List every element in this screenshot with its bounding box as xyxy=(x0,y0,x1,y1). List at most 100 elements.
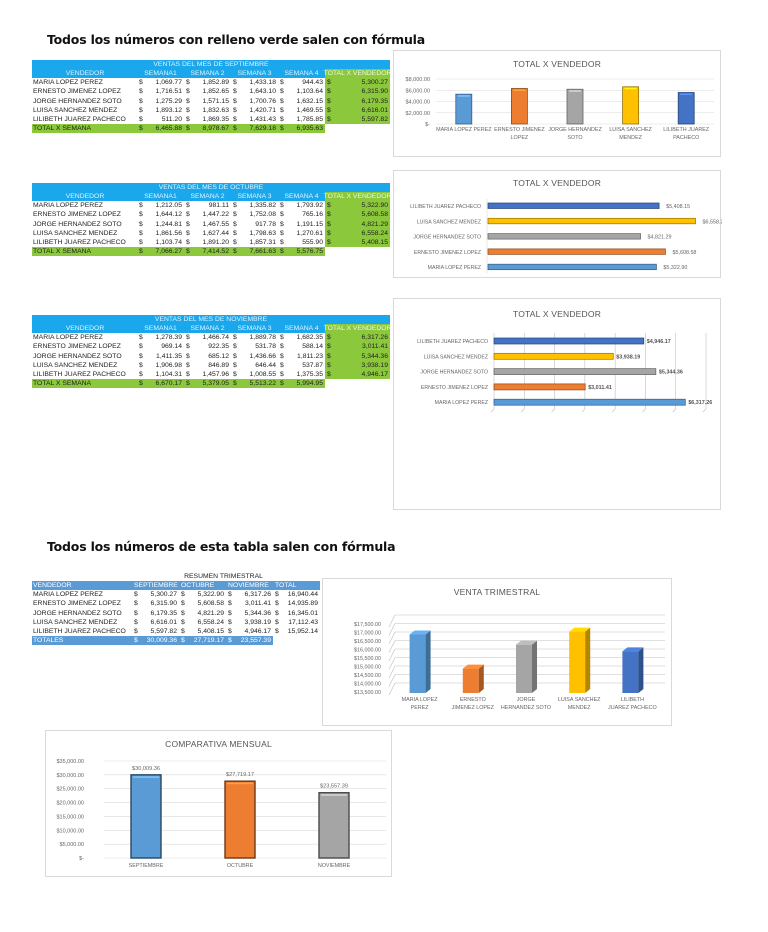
chart-plot: $8,000.00 $6,000.00 $4,000.00 $2,000.00 $- MA… xyxy=(406,77,714,141)
amount: 6,315.90 xyxy=(150,600,177,608)
week-value: $1,375.35 xyxy=(278,370,325,379)
column-header: VENDEDOR xyxy=(65,325,105,332)
vendor-name: LUISA SANCHEZ MENDEZ xyxy=(33,229,118,237)
amount: 1,632.15 xyxy=(296,97,323,105)
currency-symbol: $ xyxy=(134,600,138,608)
currency-symbol: $ xyxy=(280,229,284,237)
summary-table-body: VENDEDOR SEPTIEMBRE OCTUBRE NOVIEMBRE TOTAL M… xyxy=(32,581,320,646)
currency-symbol: $ xyxy=(233,211,237,219)
total-label: TOTAL X SEMANA xyxy=(33,125,92,133)
chart-monthly-compare[interactable]: COMPARATIVA MENSUAL $35,000.00 $30,000.00… xyxy=(45,730,392,877)
column-header: SEMANA 3 xyxy=(237,325,272,332)
currency-symbol: $ xyxy=(186,361,190,369)
svg-text:$30,000.00: $30,000.00 xyxy=(56,773,84,779)
table-row: MARIA LOPEZ PEREZ $1,278.39 $1,466.74 $1,88… xyxy=(32,333,390,343)
month-value: $5,408.15 xyxy=(179,627,226,636)
amount: 1,869.35 xyxy=(202,115,229,123)
month-value: $4,946.17 xyxy=(226,627,273,636)
chart-plot: $35,000.00 $30,000.00 $25,000.00 $20,000.00… xyxy=(56,759,386,869)
column-header: TOTAL xyxy=(275,582,297,589)
svg-text:$6,000.00: $6,000.00 xyxy=(406,88,430,94)
chart-october-vendor[interactable]: TOTAL X VENDEDOR LILIBETH JUAREZ PACHECO… xyxy=(393,170,722,278)
chart-title: COMPARATIVA MENSUAL xyxy=(165,739,272,749)
currency-symbol: $ xyxy=(233,79,237,87)
currency-symbol: $ xyxy=(139,380,143,388)
amount: 1,906.98 xyxy=(155,361,182,369)
vendor-name: MARIA LOPEZ PEREZ xyxy=(33,591,103,599)
currency-symbol: $ xyxy=(233,202,237,210)
chart-quarterly[interactable]: VENTA TRIMESTRAL $17,500.00 $17,000.00 $16… xyxy=(322,578,672,726)
amount: 1,811.23 xyxy=(297,352,323,360)
amount: 1,627.44 xyxy=(202,229,229,237)
currency-symbol: $ xyxy=(327,97,331,105)
currency-symbol: $ xyxy=(327,202,331,210)
week-value: $1,632.15 xyxy=(278,97,325,106)
currency-symbol: $ xyxy=(186,115,190,123)
column-header: SEMANA 2 xyxy=(190,325,225,332)
currency-symbol: $ xyxy=(275,609,279,617)
week-total: $5,379.05 xyxy=(184,379,231,388)
week-value: $1,069.77 xyxy=(137,78,184,87)
chart-november-vendor[interactable]: TOTAL X VENDEDOR LILIBETH JUAREZ PACHECO… xyxy=(393,298,721,510)
svg-text:JORGE HERNANDEZ SOTO: JORGE HERNANDEZ SOTO xyxy=(413,235,481,241)
currency-symbol: $ xyxy=(139,211,143,219)
currency-symbol: $ xyxy=(280,238,284,246)
table-row: LILIBETH JUAREZ PACHECO $511.20 $1,869.35 $… xyxy=(32,114,390,125)
vendor-total: $6,315.90 xyxy=(325,87,390,97)
amount: 1,275.29 xyxy=(155,97,182,105)
amount: 1,467.55 xyxy=(202,220,229,228)
week-total: $5,576.75 xyxy=(278,247,325,256)
currency-symbol: $ xyxy=(186,352,190,360)
week-value: $1,103.74 xyxy=(137,238,184,247)
vendor-name: ERNESTO JIMENEZ LOPEZ xyxy=(33,343,121,351)
vendor-name: LILIBETH JUAREZ PACHECO xyxy=(33,370,126,378)
currency-symbol: $ xyxy=(139,220,143,228)
amount: 1,785.85 xyxy=(296,115,323,123)
table-row: ERNESTO JIMENEZ LOPEZ $969.14 $922.35 $531.… xyxy=(32,342,390,352)
svg-text:LILIBETH JUAREZ PACHECO: LILIBETH JUAREZ PACHECO xyxy=(417,339,488,345)
svg-text:JORGE HERNANDEZ: JORGE HERNANDEZ xyxy=(548,127,602,133)
currency-symbol: $ xyxy=(139,248,143,256)
currency-symbol: $ xyxy=(327,211,331,219)
chart-september-vendor[interactable]: TOTAL X VENDEDOR $8,000.00 $6,000.00 $4,00… xyxy=(393,50,721,157)
currency-symbol: $ xyxy=(327,229,331,237)
amount: 1,008.55 xyxy=(249,370,276,378)
currency-symbol: $ xyxy=(280,352,284,360)
amount: 7,414.52 xyxy=(202,248,229,256)
column-header: VENDEDOR xyxy=(33,582,72,589)
table-row: ERNESTO JIMENEZ LOPEZ $1,716.51 $1,852.65 $… xyxy=(32,87,390,97)
svg-text:$10,000.00: $10,000.00 xyxy=(56,828,84,834)
amount: 6,315.90 xyxy=(361,88,388,96)
currency-symbol: $ xyxy=(186,88,190,96)
week-value: $1,682.35 xyxy=(278,333,325,342)
week-totals-row: TOTAL X SEMANA $7,066.27 $7,414.52 $7,661.6… xyxy=(32,247,325,257)
total-label: TOTAL X SEMANA xyxy=(33,248,92,256)
month-total: $27,719.17 xyxy=(179,636,226,645)
currency-symbol: $ xyxy=(139,334,143,342)
chart-title: VENTA TRIMESTRAL xyxy=(453,587,541,597)
table-row: LILIBETH JUAREZ PACHECO $1,104.31 $1,457.9… xyxy=(32,369,390,380)
svg-text:HERNANDEZ SOTO: HERNANDEZ SOTO xyxy=(501,705,551,711)
amount: 646.44 xyxy=(255,361,276,369)
svg-text:$2,000.00: $2,000.00 xyxy=(406,111,430,117)
currency-symbol: $ xyxy=(139,352,143,360)
svg-text:LOPEZ: LOPEZ xyxy=(511,135,529,141)
svg-text:JUAREZ PACHECO: JUAREZ PACHECO xyxy=(608,705,657,711)
currency-symbol: $ xyxy=(228,618,232,626)
amount: 1,643.10 xyxy=(249,88,276,96)
vendor-name: JORGE HERNANDEZ SOTO xyxy=(33,609,122,617)
amount: 5,344.36 xyxy=(361,352,388,360)
currency-symbol: $ xyxy=(233,97,237,105)
week-value: $1,411.35 xyxy=(137,352,184,361)
currency-symbol: $ xyxy=(327,334,331,342)
currency-symbol: $ xyxy=(280,125,284,133)
currency-symbol: $ xyxy=(139,238,143,246)
currency-symbol: $ xyxy=(233,88,237,96)
amount: 1,798.63 xyxy=(249,229,276,237)
vendor-name: MARIA LOPEZ PEREZ xyxy=(33,334,103,342)
amount: 846.89 xyxy=(208,361,229,369)
column-header: SEMANA 2 xyxy=(190,70,225,77)
week-value: $1,752.08 xyxy=(231,210,278,219)
week-value: $1,103.64 xyxy=(278,87,325,96)
amount: 6,935.63 xyxy=(296,125,323,133)
